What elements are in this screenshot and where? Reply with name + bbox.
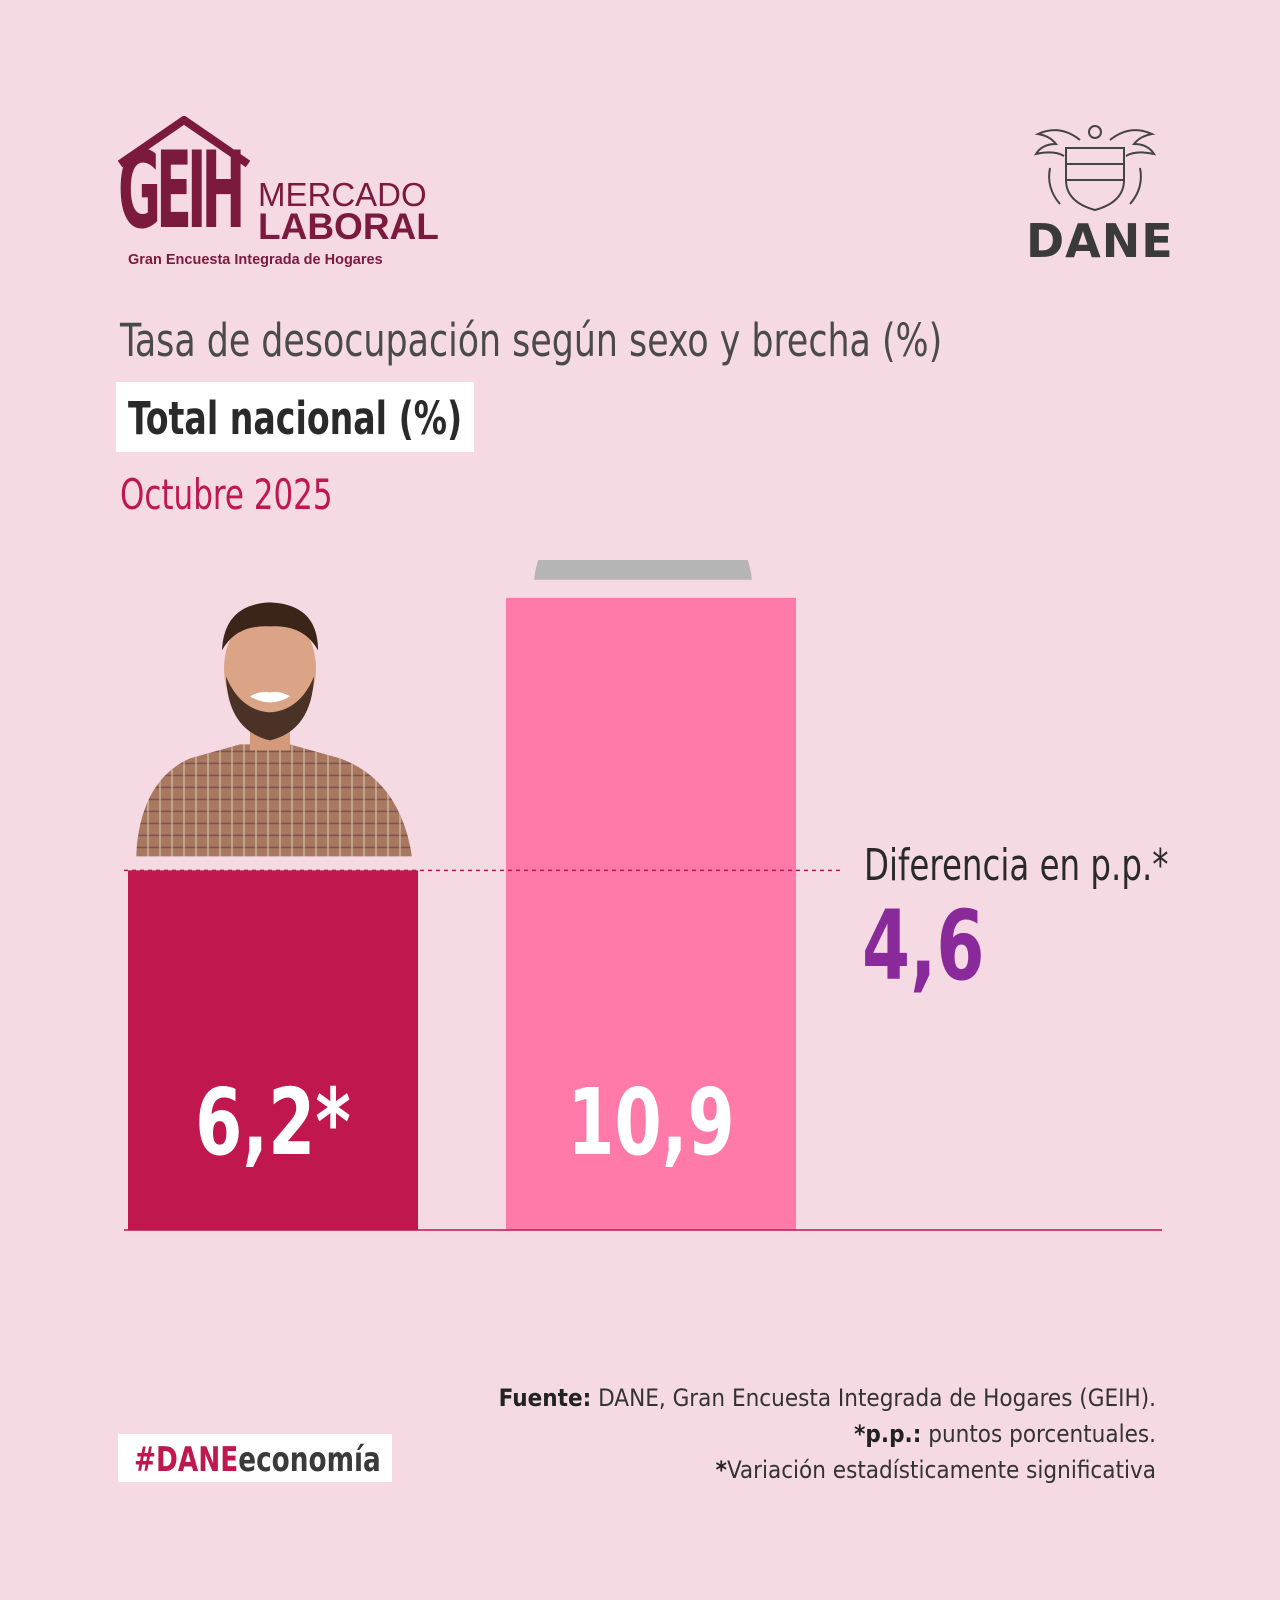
- pp-line: *p.p.: puntos porcentuales.: [854, 1420, 1156, 1448]
- difference-value: 4,6: [862, 890, 985, 1002]
- man-photo: [136, 602, 412, 857]
- bar-0: [128, 870, 418, 1230]
- source-notes: Fuente: DANE, Gran Encuesta Integrada de…: [499, 1380, 1156, 1488]
- house-roof-icon: [118, 116, 251, 168]
- hashtag[interactable]: #DANEeconomía: [134, 1440, 381, 1480]
- logo-laboral: LABORAL: [258, 206, 439, 247]
- geih-logo: GEIH MERCADO LABORAL Gran Encuesta Integ…: [118, 116, 448, 276]
- dane-wordmark: DANE: [1026, 214, 1174, 268]
- logo-subtitle: Gran Encuesta Integrada de Hogares: [128, 252, 383, 268]
- significance-note: *Variación estadísticamente significativ…: [715, 1456, 1156, 1484]
- dane-logo: DANE: [1020, 118, 1173, 268]
- source-line: Fuente: DANE, Gran Encuesta Integrada de…: [498, 1384, 1156, 1412]
- logo-mercado: MERCADO: [258, 176, 427, 213]
- difference-label: Diferencia en p.p.*: [864, 840, 1169, 891]
- period-label: Octubre 2025: [120, 470, 333, 519]
- subtitle-box: [116, 382, 474, 452]
- bar-chart: 6,2* 10,9: [124, 560, 1162, 1231]
- coat-of-arms-icon: [1033, 125, 1157, 212]
- bar-1: [506, 597, 796, 1230]
- hashtag-box: [118, 1434, 392, 1482]
- chart-title: Tasa de desocupación según sexo y brecha…: [120, 314, 943, 367]
- geih-mark: GEIH: [118, 129, 245, 252]
- bar-value-label-1: 10,9: [567, 1069, 734, 1176]
- bar-value-label-0: 6,2*: [195, 1069, 351, 1176]
- woman-photo: [534, 560, 752, 580]
- chart-subtitle: Total nacional (%): [128, 392, 463, 445]
